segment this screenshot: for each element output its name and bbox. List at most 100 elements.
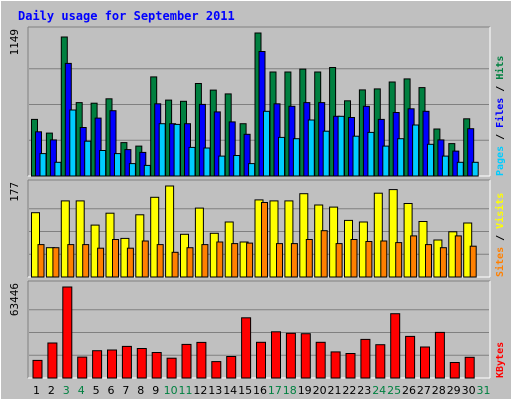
legend-separator: / (495, 229, 506, 247)
bar-kbytes-day-24 (375, 344, 386, 379)
bar-kbytes-day-21 (330, 351, 341, 379)
bar-files-day-27 (422, 110, 430, 177)
bar-pages-day-12 (203, 147, 211, 177)
bar-pages-day-5 (99, 150, 107, 177)
x-tick-label: 10 (164, 384, 178, 397)
bar-pages-day-29 (456, 161, 464, 177)
bar-visits-day-24 (373, 192, 383, 278)
bar-pages-day-23 (367, 131, 375, 177)
x-tick-label: 6 (108, 384, 115, 397)
bar-sites-day-20 (320, 230, 328, 278)
bar-visits-day-18 (284, 200, 294, 278)
bar-sites-day-24 (380, 240, 388, 278)
legend-entry-kbytes: KBytes (495, 342, 506, 378)
bar-pages-day-3 (69, 109, 77, 177)
x-tick-label: 14 (223, 384, 237, 397)
bar-pages-day-28 (441, 155, 449, 177)
bar-sites-day-28 (439, 247, 447, 278)
bar-sites-day-5 (97, 247, 105, 278)
bar-pages-day-8 (143, 164, 151, 177)
bar-sites-day-10 (171, 251, 179, 278)
bar-kbytes-day-14 (226, 356, 237, 379)
bar-pages-day-20 (322, 130, 330, 177)
bar-kbytes-day-30 (464, 356, 475, 379)
x-tick-label: 27 (417, 384, 431, 397)
bar-pages-day-9 (158, 123, 166, 177)
bar-pages-day-16 (263, 110, 270, 177)
bar-sites-day-11 (186, 247, 194, 278)
bar-pages-day-1 (39, 153, 47, 177)
bar-files-day-2 (49, 139, 57, 177)
bar-files-day-30 (467, 128, 475, 177)
bar-pages-day-2 (54, 161, 62, 177)
x-tick-label: 17 (268, 384, 282, 397)
bar-sites-day-8 (141, 240, 149, 278)
bar-pages-day-4 (84, 140, 92, 177)
y-max-label: 1149 (8, 29, 21, 56)
bar-visits-day-9 (150, 196, 160, 278)
legend-entry-hits: Hits (494, 56, 506, 80)
bar-visits-day-4 (75, 200, 85, 278)
panel-visits: 177 Sites / Visits (8, 179, 506, 278)
bar-pages-day-25 (397, 138, 405, 177)
x-tick-label: 15 (238, 384, 252, 397)
panel-hits: 1149 Pages / Files / Hits (8, 26, 506, 177)
bar-kbytes-day-10 (166, 357, 177, 379)
bar-files-day-15 (243, 133, 251, 177)
x-tick-label: 9 (152, 384, 159, 397)
bar-pages-day-26 (412, 124, 420, 177)
bar-kbytes-day-27 (420, 346, 430, 379)
bar-pages-day-19 (307, 119, 315, 177)
bar-sites-day-23 (365, 241, 373, 278)
x-tick-label: 29 (447, 384, 461, 397)
series-visits (31, 185, 473, 278)
bar-kbytes-day-9 (151, 352, 162, 379)
bar-files-day-5 (94, 117, 102, 177)
bar-kbytes-day-23 (360, 338, 371, 379)
bar-sites-day-3 (67, 244, 75, 278)
bar-files-day-12 (198, 103, 206, 177)
bar-visits-day-12 (194, 207, 204, 278)
x-tick-label: 20 (313, 384, 327, 397)
bar-sites-day-2 (52, 247, 60, 278)
bar-pages-day-7 (128, 163, 136, 177)
bar-kbytes-day-11 (181, 343, 192, 379)
bar-sites-day-13 (216, 241, 224, 278)
legend-separator: / (495, 80, 506, 98)
bar-sites-day-17 (276, 243, 283, 278)
bar-kbytes-day-15 (241, 317, 252, 379)
series-sites (37, 202, 477, 278)
bar-files-day-7 (124, 149, 132, 177)
series-files (35, 51, 475, 177)
x-tick-label: 5 (93, 384, 100, 397)
bar-pages-day-17 (278, 136, 285, 177)
bar-kbytes-day-25 (390, 313, 401, 379)
x-tick-label: 2 (48, 384, 55, 397)
bar-sites-day-1 (37, 244, 45, 278)
bar-sites-day-30 (469, 245, 477, 278)
bar-kbytes-day-18 (285, 332, 296, 379)
bar-sites-day-18 (290, 243, 298, 278)
x-tick-label: 7 (122, 384, 129, 397)
bar-visits-day-17 (269, 200, 279, 278)
bar-kbytes-day-5 (92, 350, 103, 379)
legend-entry-pages: Pages (495, 146, 506, 176)
bar-sites-day-15 (246, 242, 254, 278)
x-tick-label: 25 (387, 384, 401, 397)
x-tick-label: 19 (298, 384, 312, 397)
bar-pages-day-22 (352, 135, 360, 177)
bar-sites-day-16 (261, 202, 268, 278)
bar-visits-day-19 (299, 193, 309, 278)
bar-pages-day-10 (173, 123, 181, 177)
series-kbytes (32, 286, 475, 379)
bar-visits-day-3 (60, 200, 70, 278)
bar-pages-day-6 (114, 153, 121, 177)
x-tick-label: 16 (253, 384, 267, 397)
x-tick-label: 23 (357, 384, 371, 397)
bar-kbytes-day-4 (77, 356, 88, 379)
bar-sites-day-22 (350, 239, 358, 278)
y-max-label: 177 (8, 182, 21, 202)
bar-kbytes-day-16 (256, 341, 266, 379)
legend-entry-files: Files (494, 98, 506, 128)
